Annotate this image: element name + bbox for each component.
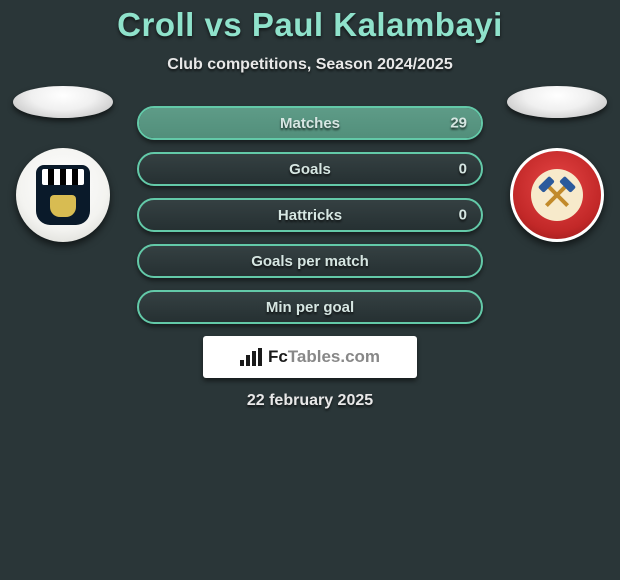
stat-bar: Hattricks 0 [137, 198, 483, 232]
stat-bar-label: Matches [280, 115, 340, 132]
club-crest-right [510, 148, 604, 242]
branding-box: FcTables.com [203, 336, 417, 378]
stat-bar: Min per goal [137, 290, 483, 324]
stat-bar-right-value: 0 [459, 207, 467, 224]
stat-bar-right-value: 0 [459, 161, 467, 178]
player-left-block [8, 86, 118, 242]
page-subtitle: Club competitions, Season 2024/2025 [0, 56, 620, 74]
stat-bars: Matches 29 Goals 0 Hattricks 0 Goals per match… [137, 106, 483, 324]
stat-bar: Matches 29 [137, 106, 483, 140]
branding-text: FcTables.com [268, 347, 380, 367]
stat-bar-right-value: 29 [450, 115, 467, 132]
page-title: Croll vs Paul Kalambayi [0, 6, 620, 44]
hammers-icon [538, 176, 576, 214]
brand-bold: Fc [268, 347, 288, 366]
stat-bar-label: Goals per match [251, 253, 369, 270]
footer-date: 22 february 2025 [0, 392, 620, 410]
stat-bar: Goals 0 [137, 152, 483, 186]
player-right-block [502, 86, 612, 242]
shield-icon [36, 165, 90, 225]
brand-tld: .com [340, 347, 380, 366]
infographic-root: Croll vs Paul Kalambayi Club competition… [0, 0, 620, 410]
player-right-avatar [507, 86, 607, 118]
club-crest-left [16, 148, 110, 242]
stats-area: Matches 29 Goals 0 Hattricks 0 Goals per match… [0, 106, 620, 410]
player-left-avatar [13, 86, 113, 118]
crest-left-graphic [30, 162, 96, 228]
stat-bar-label: Hattricks [278, 207, 342, 224]
bars-icon [240, 348, 262, 366]
stat-bar-label: Min per goal [266, 299, 354, 316]
crest-right-graphic [527, 165, 587, 225]
brand-rest: Tables [288, 347, 341, 366]
stat-bar: Goals per match [137, 244, 483, 278]
stat-bar-label: Goals [289, 161, 331, 178]
